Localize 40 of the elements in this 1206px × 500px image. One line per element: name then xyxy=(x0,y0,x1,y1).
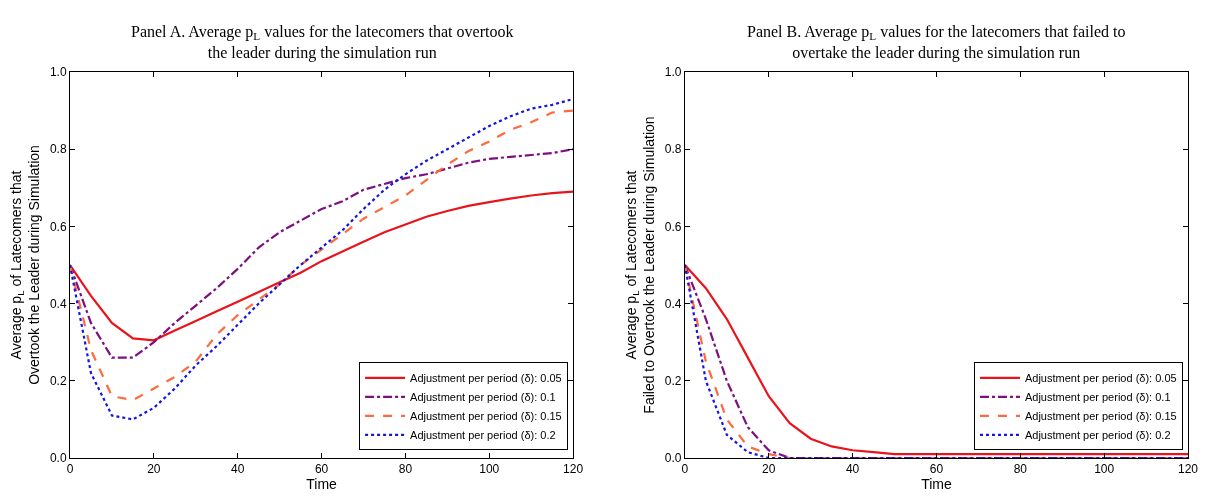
line-series xyxy=(70,148,574,359)
y-tick-label: 1.0 xyxy=(664,65,682,80)
x-tick-label: 120 xyxy=(1177,462,1199,477)
y-tick-label: 0.6 xyxy=(664,219,682,234)
legend-label: Adjustment per period (δ): 0.2 xyxy=(1024,429,1171,442)
legend-label: Adjustment per period (δ): 0.2 xyxy=(410,429,556,442)
chart-title: Panel B. Average p$_{L}$ values for the latecomers that failed to overtake the leader during the simulation run xyxy=(747,23,1126,62)
y-tick-label: 0.6 xyxy=(49,219,67,234)
y-tick-label: 0.0 xyxy=(49,451,67,466)
x-tick-label: 60 xyxy=(314,462,329,477)
legend-label: Adjustment per period (δ): 0.15 xyxy=(1024,410,1177,423)
x-tick-label: 20 xyxy=(762,462,776,477)
x-tick-label: 100 xyxy=(1094,462,1115,477)
x-tick-label: 0 xyxy=(681,462,689,477)
x-tick-label: 80 xyxy=(398,462,413,477)
x-tick-label: 0 xyxy=(66,462,74,477)
legend-label: Adjustment per period (δ): 0.15 xyxy=(410,410,562,423)
x-tick-label: 120 xyxy=(563,462,584,477)
y-tick-label: 0.2 xyxy=(664,374,682,388)
x-tick-label: 40 xyxy=(845,462,860,477)
x-tick-label: 80 xyxy=(1013,462,1028,477)
y-tick-label: 0.2 xyxy=(49,374,67,388)
legend-label: Adjustment per period (δ): 0.05 xyxy=(1024,372,1177,385)
x-axis-title: Time xyxy=(306,476,338,493)
line-series xyxy=(70,190,574,342)
y-tick-label: 0.4 xyxy=(49,296,67,311)
y-tick-label: 0.0 xyxy=(664,451,682,466)
legend-label: Adjustment per period (δ): 0.1 xyxy=(410,391,556,404)
y-tick-label: 0.4 xyxy=(664,296,682,311)
x-tick-label: 60 xyxy=(929,462,944,477)
chart-title: Panel A. Average p$_{L}$ values for the latecomers that overtook the leader during the simulation run xyxy=(131,23,514,62)
y-tick-label: 1.0 xyxy=(49,65,67,80)
x-tick-label: 20 xyxy=(147,462,161,477)
legend-label: Adjustment per period (δ): 0.1 xyxy=(1024,391,1171,404)
y-tick-label: 0.8 xyxy=(664,142,682,157)
y-tick-label: 0.8 xyxy=(49,142,67,157)
x-tick-label: 100 xyxy=(479,462,500,477)
x-tick-label: 40 xyxy=(231,462,245,477)
x-axis-title: Time xyxy=(921,476,952,493)
legend-label: Adjustment per period (δ): 0.05 xyxy=(410,372,562,385)
